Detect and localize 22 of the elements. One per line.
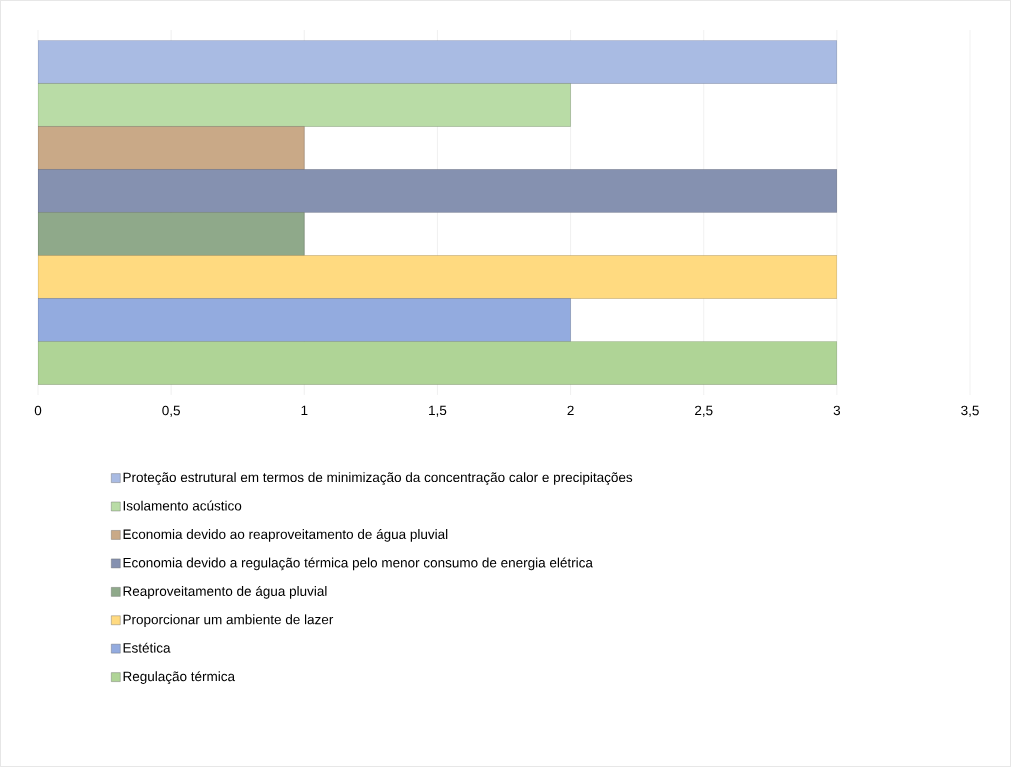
- x-tick-label: 0: [34, 405, 42, 416]
- x-tick-label: 2,5: [695, 405, 713, 417]
- legend-label: Economia devido a regulação térmica pelo menor consumo de energia elétrica: [123, 557, 593, 571]
- legend-label: Isolamento acústico: [123, 500, 242, 511]
- x-tick-label: 1: [301, 405, 308, 415]
- bar: [38, 255, 838, 299]
- x-tick-label: 3: [833, 405, 841, 416]
- bar: [38, 212, 305, 256]
- x-tick-label: 3,5: [961, 405, 979, 417]
- bar: [38, 169, 838, 213]
- legend-label: Proporcionar um ambiente de lazer: [123, 614, 334, 627]
- bar: [38, 298, 571, 342]
- x-tick-label: 0,5: [162, 405, 180, 417]
- legend-label: Proteção estrutural em termos de minimização da concentração calor e precipitações: [123, 472, 633, 485]
- legend-label: Reaproveitamento de água pluvial: [123, 585, 327, 599]
- x-tick-label: 1,5: [429, 405, 447, 417]
- x-tick-label: 2: [567, 405, 574, 416]
- legend-label: Estética: [123, 642, 171, 653]
- legend-label: Regulação térmica: [123, 671, 236, 684]
- bar: [38, 341, 838, 385]
- bar: [38, 40, 838, 84]
- legend-label: Economia devido ao reaproveitamento de água pluvial: [123, 528, 448, 542]
